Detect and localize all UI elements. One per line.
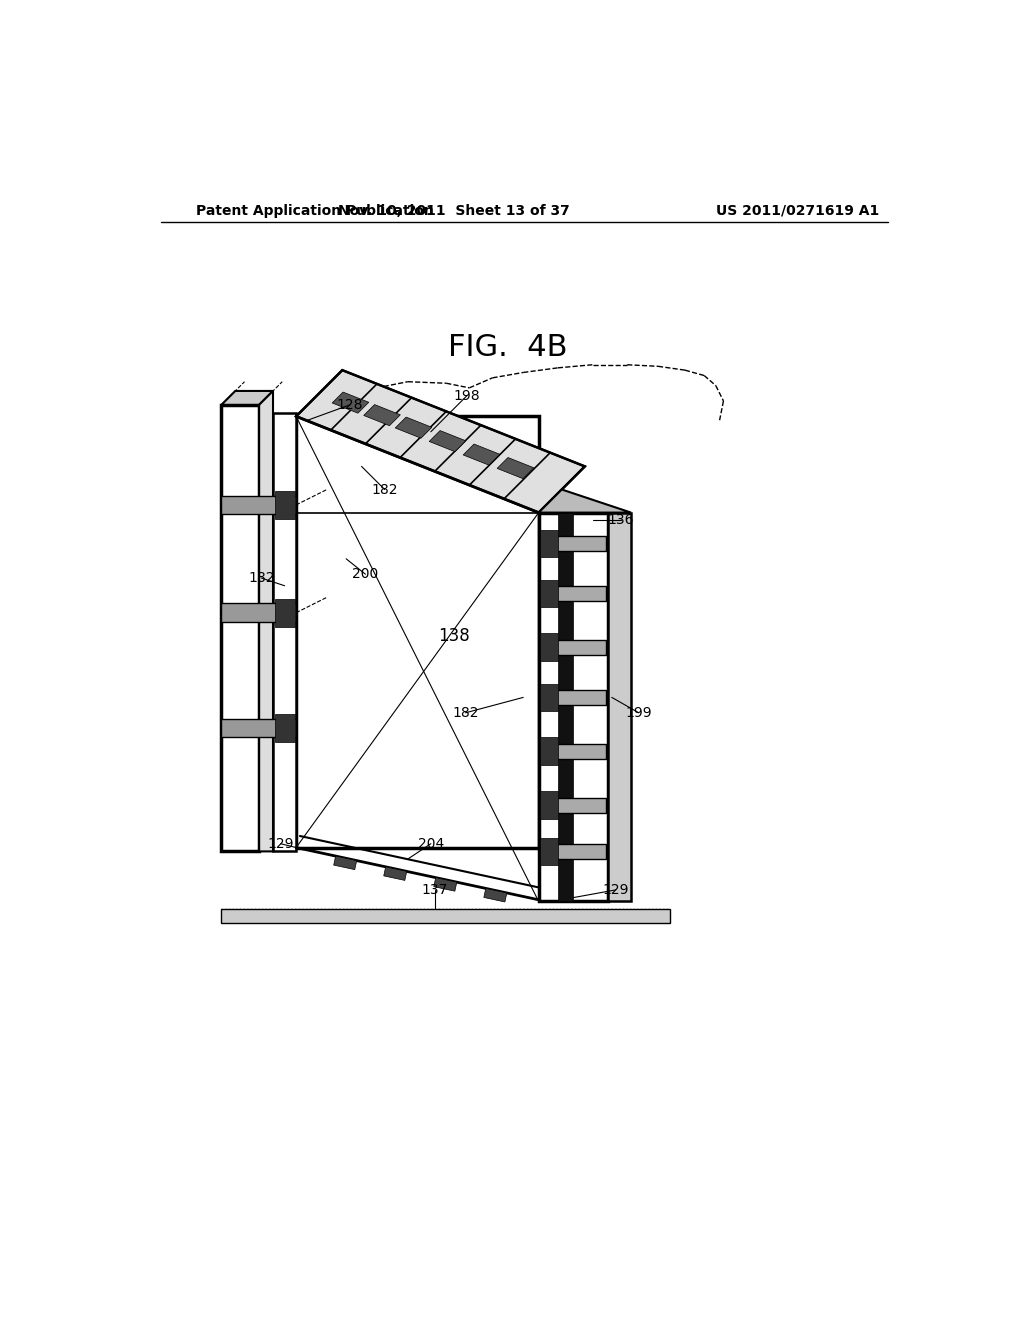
Text: US 2011/0271619 A1: US 2011/0271619 A1: [716, 203, 879, 218]
Text: 199: 199: [626, 706, 652, 719]
Text: Patent Application Publication: Patent Application Publication: [196, 203, 434, 218]
Text: 138: 138: [438, 627, 470, 644]
Text: 128: 128: [337, 397, 364, 412]
Text: 200: 200: [352, 568, 379, 581]
Polygon shape: [259, 391, 273, 851]
Polygon shape: [463, 444, 500, 465]
Polygon shape: [296, 416, 539, 847]
Polygon shape: [274, 714, 295, 742]
Polygon shape: [483, 888, 507, 902]
Polygon shape: [541, 684, 558, 711]
Text: Nov. 10, 2011  Sheet 13 of 37: Nov. 10, 2011 Sheet 13 of 37: [338, 203, 569, 218]
Polygon shape: [221, 719, 296, 738]
Polygon shape: [541, 586, 606, 601]
Polygon shape: [541, 837, 558, 866]
Polygon shape: [274, 491, 295, 519]
Polygon shape: [332, 392, 369, 413]
Text: 137: 137: [422, 883, 447, 896]
Polygon shape: [296, 370, 585, 512]
Polygon shape: [541, 743, 606, 759]
Polygon shape: [364, 404, 400, 425]
Polygon shape: [539, 512, 608, 902]
Polygon shape: [384, 867, 407, 880]
Polygon shape: [541, 689, 606, 705]
Polygon shape: [541, 634, 558, 661]
Text: 182: 182: [372, 483, 398, 496]
Polygon shape: [273, 412, 296, 851]
Polygon shape: [497, 458, 534, 479]
Text: 129: 129: [602, 883, 629, 896]
Polygon shape: [221, 909, 670, 923]
Text: FIG.  4B: FIG. 4B: [449, 333, 567, 362]
Polygon shape: [395, 417, 432, 438]
Polygon shape: [429, 430, 466, 451]
Polygon shape: [541, 843, 606, 859]
Polygon shape: [608, 512, 631, 902]
Polygon shape: [558, 512, 573, 902]
Text: 182: 182: [453, 706, 479, 719]
Text: 198: 198: [454, 388, 480, 403]
Polygon shape: [539, 490, 631, 512]
Polygon shape: [541, 738, 558, 766]
Polygon shape: [541, 579, 558, 607]
Polygon shape: [541, 640, 606, 655]
Text: 204: 204: [418, 837, 444, 850]
Polygon shape: [541, 529, 558, 557]
Polygon shape: [274, 599, 295, 627]
Polygon shape: [541, 792, 558, 818]
Text: 136: 136: [608, 513, 634, 527]
Polygon shape: [434, 878, 457, 891]
Text: 182: 182: [248, 572, 274, 585]
Polygon shape: [221, 405, 259, 851]
Polygon shape: [221, 391, 273, 405]
Polygon shape: [541, 797, 606, 813]
Polygon shape: [221, 603, 296, 622]
Polygon shape: [334, 857, 356, 870]
Text: 129: 129: [267, 837, 294, 850]
Polygon shape: [221, 496, 296, 515]
Polygon shape: [541, 536, 606, 552]
